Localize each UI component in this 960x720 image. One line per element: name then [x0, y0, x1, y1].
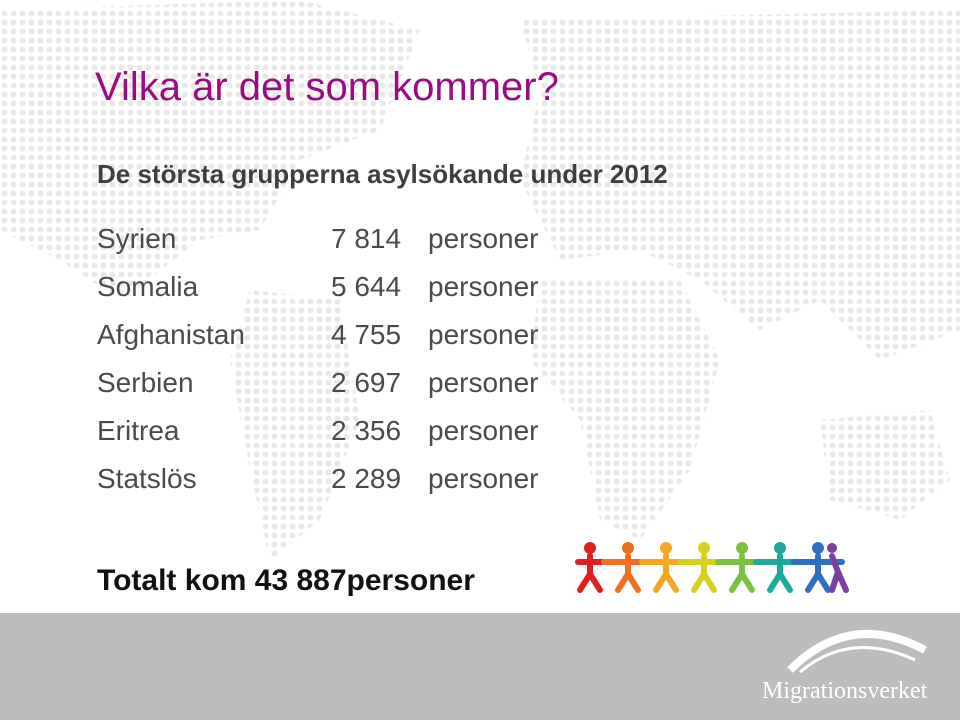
count: 4 755 — [331, 319, 401, 350]
unit: personer — [428, 415, 539, 446]
title: Vilka är det som kommer? — [95, 65, 559, 109]
unit: personer — [428, 319, 539, 350]
count: 2 697 — [331, 367, 401, 398]
logo-arc-inner — [799, 646, 916, 674]
country: Somalia — [97, 271, 199, 302]
unit: personer — [428, 223, 539, 254]
footer-band — [0, 613, 960, 720]
rows: Syrien 7 814 personer Somalia 5 644 personer A… — [97, 223, 539, 494]
count: 2 289 — [331, 463, 401, 494]
unit: personer — [428, 271, 539, 302]
unit: personer — [428, 463, 539, 494]
total: Totalt kom 43 887personer — [97, 564, 475, 597]
count: 2 356 — [331, 415, 401, 446]
people-chain-icon — [575, 542, 849, 593]
subtitle: De största grupperna asylsökande under 2… — [97, 159, 668, 189]
world-map-dots — [0, 0, 960, 560]
count: 7 814 — [331, 223, 401, 254]
country: Afghanistan — [97, 319, 245, 350]
country: Eritrea — [97, 415, 180, 446]
unit: personer — [428, 367, 539, 398]
country: Statslös — [97, 463, 197, 494]
country: Syrien — [97, 223, 176, 254]
count: 5 644 — [331, 271, 401, 302]
logo-text: Migrationsverket — [762, 678, 928, 704]
country: Serbien — [97, 367, 194, 398]
logo-arc — [787, 630, 927, 673]
